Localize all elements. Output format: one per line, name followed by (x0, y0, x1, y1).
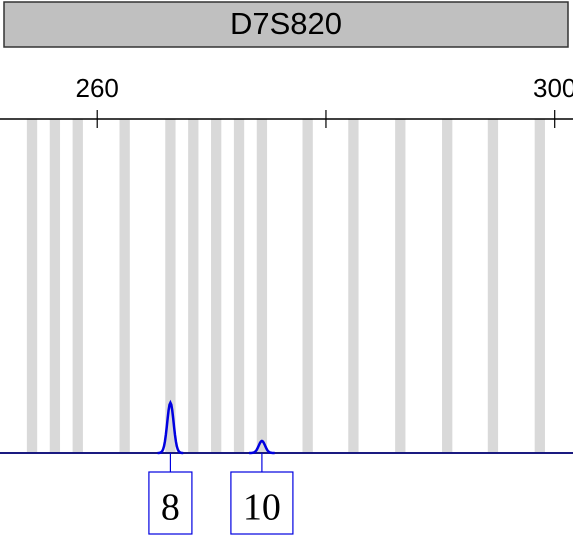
allele-bin (233, 119, 245, 453)
x-tick-label: 260 (76, 73, 119, 103)
allele-bin (534, 119, 545, 453)
locus-header (3, 1, 569, 48)
allele-bin (487, 119, 499, 453)
allele-bin (119, 119, 130, 453)
allele-bin (26, 119, 38, 453)
allele-box (148, 471, 193, 535)
allele-bin (256, 119, 268, 453)
allele-bin (302, 119, 313, 453)
allele-bin (442, 119, 453, 453)
allele-bin (49, 119, 61, 453)
allele-bin (211, 119, 222, 453)
peak (249, 439, 275, 455)
allele-box (230, 471, 294, 535)
allele-label: 10 (243, 487, 281, 529)
allele-bin (165, 119, 176, 453)
allele-bin (188, 119, 199, 453)
allele-label: 8 (161, 487, 180, 529)
allele-bin (348, 119, 359, 453)
peak (157, 399, 184, 455)
allele-bin (72, 119, 83, 453)
x-tick-label: 300 (533, 73, 573, 103)
chart-title: D7S820 (230, 6, 342, 41)
allele-bin (395, 119, 406, 453)
